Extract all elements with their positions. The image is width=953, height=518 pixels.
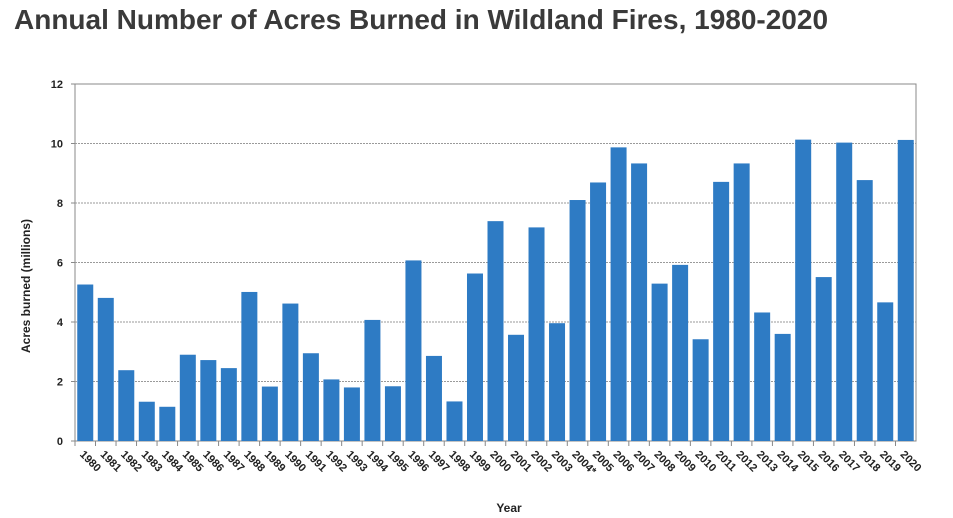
- bar-1994: [364, 319, 381, 441]
- x-tick-label: 1991: [303, 449, 329, 475]
- bar-1987: [220, 368, 237, 441]
- x-tick-label: 2017: [836, 449, 862, 475]
- x-tick-label: 1981: [98, 449, 124, 475]
- x-tick-label: 1990: [282, 449, 308, 475]
- x-tick-label: 1982: [118, 449, 144, 475]
- y-tick-label: 6: [57, 258, 63, 270]
- x-tick-label: 2011: [713, 449, 738, 474]
- x-tick-label: 2007: [631, 449, 657, 475]
- bar-2008: [651, 283, 668, 441]
- x-tick-label: 2003: [549, 449, 575, 475]
- x-tick-label: 2002: [528, 449, 554, 475]
- x-tick-label: 1986: [200, 449, 226, 475]
- bar-1984: [159, 406, 176, 441]
- x-tick-label: 2015: [795, 449, 821, 475]
- y-tick-label: 4: [57, 317, 64, 329]
- bar-1988: [241, 291, 258, 441]
- bar-2009: [672, 264, 689, 441]
- bar-1982: [118, 370, 135, 441]
- x-tick-label: 2010: [693, 449, 719, 475]
- bar-2001: [508, 334, 525, 441]
- bar-1996: [405, 260, 422, 441]
- y-tick-label: 10: [51, 139, 63, 151]
- x-tick-label: 1984: [159, 449, 185, 475]
- bar-2006: [610, 147, 627, 441]
- bar-2003: [549, 323, 566, 441]
- x-tick-label: 1989: [262, 449, 288, 475]
- x-tick-label: 2008: [651, 449, 677, 475]
- x-tick-label: 1994: [364, 449, 390, 475]
- x-tick-label: 2018: [857, 449, 883, 475]
- bar-2004: [569, 200, 586, 441]
- x-tick-label: 2000: [487, 449, 513, 475]
- y-tick-label: 8: [57, 198, 63, 210]
- bar-1989: [261, 386, 278, 441]
- x-tick-label: 1980: [77, 449, 103, 475]
- bar-1999: [466, 273, 483, 441]
- bar-1991: [302, 353, 319, 441]
- bar-2014: [774, 333, 791, 441]
- x-tick-label: 1998: [446, 449, 472, 475]
- x-tick-label: 1987: [221, 449, 247, 475]
- bar-1995: [384, 386, 401, 441]
- bar-2018: [856, 180, 873, 441]
- bar-2000: [487, 221, 504, 441]
- bars: [77, 139, 914, 442]
- bar-2011: [713, 181, 730, 441]
- x-tick-label: 1988: [241, 449, 267, 475]
- bar-1985: [179, 354, 196, 441]
- x-tick-label: 1995: [385, 449, 411, 475]
- y-tick-label: 2: [57, 377, 63, 389]
- x-tick-label: 2019: [877, 449, 903, 475]
- x-tick-label: 1997: [426, 449, 452, 475]
- x-axis-label: Year: [496, 501, 522, 515]
- x-tick-label: 2001: [508, 449, 534, 475]
- bar-1980: [77, 284, 94, 441]
- bar-1997: [425, 355, 442, 441]
- x-tick-label: 1993: [344, 449, 370, 475]
- x-tick-label: 1985: [180, 449, 206, 475]
- x-tick-label: 2012: [734, 449, 760, 475]
- bar-1998: [446, 401, 463, 441]
- bar-1992: [323, 379, 340, 441]
- x-tick-label: 1992: [323, 449, 349, 475]
- x-tick-label: 1999: [467, 449, 493, 475]
- x-tick-label: 2009: [672, 449, 698, 475]
- x-tick-label: 2013: [754, 449, 780, 475]
- bar-1981: [97, 297, 114, 441]
- y-tick-label: 0: [57, 436, 63, 448]
- bar-2007: [631, 163, 648, 441]
- x-tick-label: 2014: [775, 449, 801, 475]
- bar-1983: [138, 401, 155, 441]
- x-tick-label: 2016: [816, 449, 842, 475]
- bar-2017: [836, 142, 853, 442]
- x-tick-label: 1983: [139, 449, 165, 475]
- y-axis-label: Acres burned (millions): [19, 219, 33, 353]
- bar-1993: [343, 387, 360, 441]
- bar-2016: [815, 277, 832, 441]
- bar-2012: [733, 163, 750, 441]
- y-tick-label: 12: [51, 79, 63, 91]
- chart-title: Annual Number of Acres Burned in Wildlan…: [14, 4, 829, 35]
- bar-2005: [590, 182, 607, 441]
- y-axis-ticks: 0 2 4 6 8 10 12: [51, 79, 75, 448]
- bar-1990: [282, 303, 299, 441]
- x-axis-ticks: 1980198119821983198419851986198719881989…: [74, 441, 924, 478]
- x-tick-label: 2006: [610, 449, 636, 475]
- bar-2010: [692, 339, 709, 441]
- bar-2019: [877, 302, 894, 441]
- x-tick-label: 1996: [405, 449, 431, 475]
- x-tick-label: 2020: [898, 449, 924, 475]
- bar-2002: [528, 227, 545, 441]
- bar-2020: [897, 139, 914, 441]
- bar-2015: [795, 139, 812, 441]
- bar-1986: [200, 360, 217, 441]
- bar-2013: [754, 312, 771, 441]
